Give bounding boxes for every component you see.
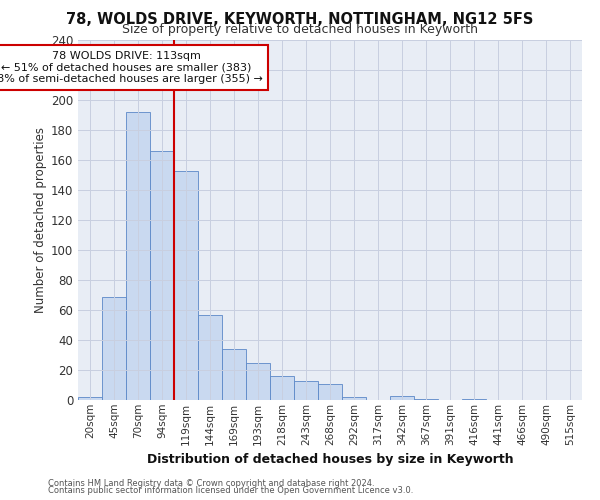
Text: Contains HM Land Registry data © Crown copyright and database right 2024.: Contains HM Land Registry data © Crown c… xyxy=(48,478,374,488)
Bar xyxy=(270,376,294,400)
Bar xyxy=(198,314,222,400)
Text: 78 WOLDS DRIVE: 113sqm
← 51% of detached houses are smaller (383)
48% of semi-de: 78 WOLDS DRIVE: 113sqm ← 51% of detached… xyxy=(0,51,262,84)
Bar xyxy=(246,362,270,400)
Bar xyxy=(150,151,174,400)
Bar xyxy=(126,112,150,400)
Text: Contains public sector information licensed under the Open Government Licence v3: Contains public sector information licen… xyxy=(48,486,413,495)
Bar xyxy=(390,396,414,400)
Bar xyxy=(222,349,246,400)
Bar xyxy=(318,384,342,400)
Text: Size of property relative to detached houses in Keyworth: Size of property relative to detached ho… xyxy=(122,22,478,36)
Bar xyxy=(78,397,102,400)
Bar xyxy=(414,398,438,400)
Bar xyxy=(174,170,198,400)
Y-axis label: Number of detached properties: Number of detached properties xyxy=(34,127,47,313)
Text: 78, WOLDS DRIVE, KEYWORTH, NOTTINGHAM, NG12 5FS: 78, WOLDS DRIVE, KEYWORTH, NOTTINGHAM, N… xyxy=(67,12,533,28)
Bar xyxy=(294,380,318,400)
Bar xyxy=(462,398,486,400)
X-axis label: Distribution of detached houses by size in Keyworth: Distribution of detached houses by size … xyxy=(146,453,514,466)
Bar xyxy=(342,397,366,400)
Bar xyxy=(102,296,126,400)
